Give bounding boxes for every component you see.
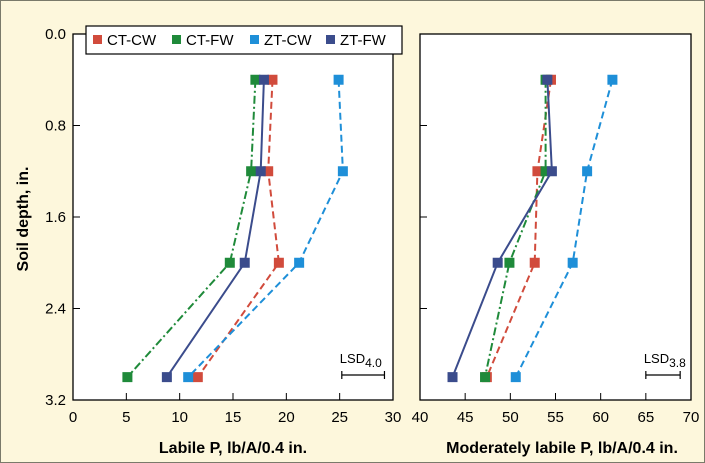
lsd-label: LSD3.8 (644, 351, 686, 370)
y-tick-label: 1.6 (45, 209, 66, 226)
data-point-zt-fw (447, 372, 458, 383)
data-point-ct-fw (250, 74, 261, 85)
y-axis-title: Soil depth, in. (15, 167, 32, 272)
y-tick: 1.6 (45, 209, 80, 226)
x-tick-label: 50 (502, 409, 519, 426)
data-point-zt-cw (567, 257, 578, 268)
x-tick-label: 45 (457, 409, 474, 426)
data-point-zt-fw (255, 166, 266, 177)
legend: CT-CW CT-FW ZT-CW ZT-FW (85, 25, 403, 55)
legend-swatch (326, 35, 335, 44)
data-point-ct-fw (480, 372, 491, 383)
y-tick: 3.2 (45, 392, 80, 409)
legend-label: ZT-FW (340, 32, 387, 49)
x-tick-label: 30 (385, 409, 402, 426)
data-point-zt-cw (582, 166, 593, 177)
y-tick-label: 3.2 (45, 392, 66, 409)
x-axis-ticks-left: 0 5 10 15 20 25 30 (69, 393, 402, 426)
legend-box (85, 25, 403, 55)
series-line-zt-fw (166, 79, 265, 378)
legend-label: CT-CW (107, 32, 157, 49)
data-point-zt-fw (258, 74, 269, 85)
data-point-zt-cw (294, 257, 305, 268)
lsd-label: LSD4.0 (340, 351, 382, 370)
data-point-zt-cw (333, 74, 344, 85)
data-point-zt-fw (161, 372, 172, 383)
x-tick-label: 40 (412, 409, 429, 426)
x-tick-label: 25 (331, 409, 348, 426)
data-point-zt-fw (239, 257, 250, 268)
x-tick-label: 20 (278, 409, 295, 426)
x-tick-label: 70 (683, 409, 700, 426)
data-point-ct-cw (192, 372, 203, 383)
data-point-zt-fw (546, 166, 557, 177)
data-point-zt-fw (542, 74, 553, 85)
series-line-ct-cw (485, 79, 552, 378)
legend-item-ct-fw: CT-FW (172, 32, 234, 49)
legend-swatch (172, 35, 181, 44)
data-point-zt-fw (492, 257, 503, 268)
y-tick: 2.4 (45, 301, 80, 318)
series-line-zt-cw (187, 79, 344, 378)
series-layer-right (447, 74, 618, 383)
y-tick: 0.0 (45, 26, 80, 43)
plot-area-left (73, 34, 393, 400)
data-point-ct-fw (246, 166, 257, 177)
data-point-zt-cw (337, 166, 348, 177)
series-line-ct-fw (484, 79, 547, 378)
data-point-zt-cw (607, 74, 618, 85)
series-line-ct-cw (196, 79, 280, 378)
data-point-ct-cw (532, 166, 543, 177)
panel-moderately-labile-p: 40 45 50 55 60 65 70 Moderately labile P, lb/A… (412, 33, 700, 457)
y-axis-ticks-right (420, 33, 427, 401)
x-tick-label: 60 (592, 409, 609, 426)
series-line-zt-fw (451, 79, 553, 378)
data-point-ct-cw (529, 257, 540, 268)
y-tick: 0.8 (45, 118, 80, 135)
y-tick-label: 0.0 (45, 26, 66, 43)
data-point-ct-cw (267, 74, 278, 85)
data-point-ct-fw (224, 257, 235, 268)
x-tick-label: 15 (225, 409, 242, 426)
data-point-zt-cw (183, 372, 194, 383)
x-tick-label: 0 (69, 409, 77, 426)
legend-swatch (250, 35, 259, 44)
legend-item-zt-fw: ZT-FW (326, 32, 387, 49)
data-point-ct-fw (122, 372, 133, 383)
legend-item-ct-cw: CT-CW (93, 32, 157, 49)
data-point-zt-cw (510, 372, 521, 383)
x-axis-ticks-right: 40 45 50 55 60 65 70 (412, 393, 700, 426)
panel-labile-p: 0.0 0.8 1.6 2.4 3.2 0 5 10 15 20 25 30 Labile … (45, 26, 401, 457)
y-tick-label: 0.8 (45, 118, 66, 135)
lsd-indicator-left: LSD4.0 (340, 351, 386, 379)
series-line-zt-cw (514, 79, 614, 378)
data-point-ct-fw (504, 257, 515, 268)
series-line-ct-fw (126, 79, 257, 378)
x-tick-label: 55 (547, 409, 564, 426)
x-tick-label: 10 (171, 409, 188, 426)
legend-label: CT-FW (186, 32, 234, 49)
series-layer-left (122, 74, 348, 383)
legend-label: ZT-CW (264, 32, 312, 49)
data-point-ct-cw (273, 257, 284, 268)
legend-item-zt-cw: ZT-CW (250, 32, 312, 49)
x-tick-label: 5 (122, 409, 130, 426)
y-tick-label: 2.4 (45, 301, 66, 318)
plot-area-right (420, 34, 691, 400)
x-axis-title-left: Labile P, lb/A/0.4 in. (159, 440, 307, 457)
y-axis-ticks: 0.0 0.8 1.6 2.4 3.2 (45, 26, 80, 409)
data-point-ct-fw (540, 166, 551, 177)
x-axis-title-right: Moderately labile P, lb/A/0.4 in. (446, 440, 678, 457)
lsd-indicator-right: LSD3.8 (644, 351, 686, 379)
x-tick-label: 65 (637, 409, 654, 426)
data-point-ct-cw (263, 166, 274, 177)
legend-swatch (93, 35, 102, 44)
